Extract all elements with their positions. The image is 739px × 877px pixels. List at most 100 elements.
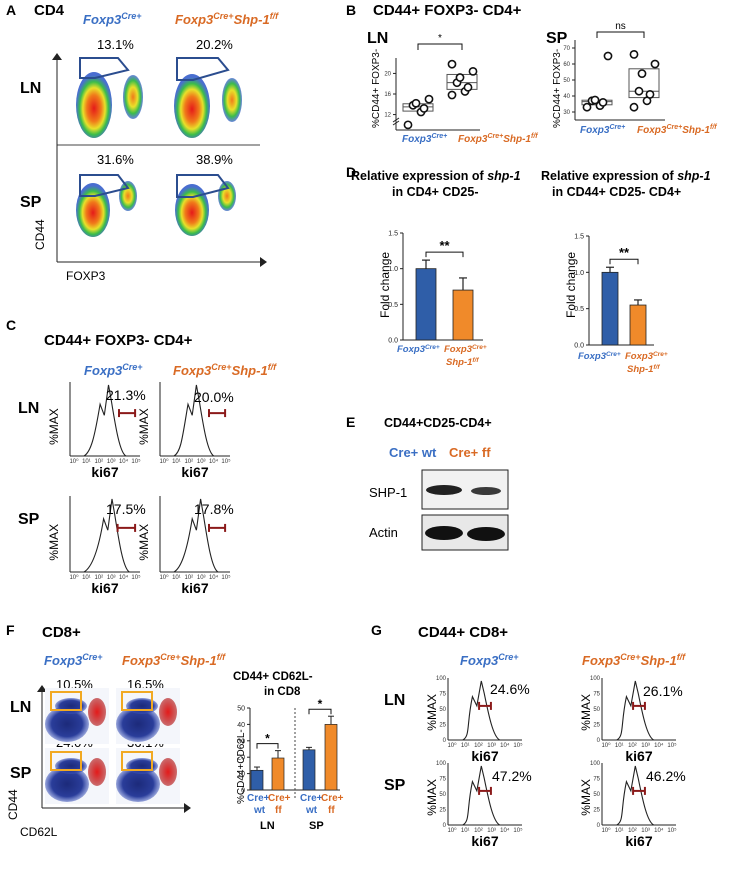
x-label-cre: Cre+ [321,793,344,804]
x-tick-label: 10⁰ [159,574,169,581]
superscript: Cre+ [666,124,682,131]
y-tick-label: 20 [237,755,245,762]
bar [629,304,647,346]
data-point [468,66,478,76]
x-label-cre: Cre+ [247,793,270,804]
histogram-curve [616,680,655,741]
y-tick-label: 10 [237,771,245,778]
superscript: Cre+ [211,362,232,372]
x-tick-label: 10⁵ [667,827,677,834]
superscript: f/f [710,124,717,131]
x-tick-label: 10³ [107,459,116,465]
gene-name: Shp-1 [627,364,653,375]
y-tick-label: 1.0 [388,266,398,273]
x-axis-label: ki67 [471,748,498,764]
percent-label: 24.6% [490,681,530,697]
x-tick-label: 10⁰ [447,742,457,749]
pct-ln-ctrl: 13.1% [97,37,134,52]
density-blob [45,766,89,802]
band [471,487,501,495]
chart-title-left-line2: in CD4+ CD25- [392,185,478,199]
x-tick-label: 10¹ [82,459,91,465]
panel-letter: D [346,164,356,180]
y-tick-label: 50 [593,707,600,713]
lane-label-wt: Cre+ wt [389,445,437,460]
panel-letter: C [6,317,16,333]
x-tick-label: 10⁵ [221,574,231,581]
y-tick-label: 0 [443,823,447,829]
x-tick-label: 10² [474,828,483,834]
panel-letter: A [6,2,16,18]
significance-label: * [318,697,323,711]
superscript: Cre+ [160,652,181,662]
data-point [455,73,465,82]
y-tick-label: 1.0 [574,270,584,277]
band [426,485,462,495]
superscript: Cre+ [487,133,503,140]
gene-name: Foxp3 [580,125,610,136]
x-tick-label: 10⁴ [654,827,664,834]
y-tick-label: 0.5 [574,306,584,313]
percent-label: 17.5% [106,501,146,517]
y-tick-label: 1.5 [388,231,398,238]
significance-bracket [308,708,332,715]
row-label-ln: LN [10,699,31,716]
y-tick-label: 75 [439,777,446,783]
y-tick-label: 30 [237,738,245,745]
superscript: Cre+ [82,652,103,662]
chart-title-right-line2: in CD44+ CD25- CD4+ [552,185,681,199]
y-tick-label: 20 [384,71,391,77]
data-point [411,98,421,108]
x-tick-label: 10¹ [172,575,181,581]
gene-name: Shp-1 [181,653,217,668]
significance-label: ns [615,21,626,32]
superscript: f/f [268,362,277,372]
data-point [603,51,613,61]
bar [302,749,316,791]
x-tick-label: 10⁵ [131,574,141,581]
x-tick-label: 10¹ [172,459,181,465]
histogram-curve [462,765,501,826]
panel-letter: E [346,414,355,430]
x-tick-label: 10³ [487,743,496,749]
category-label-ko-right: Foxp3Cre+ [625,351,668,362]
y-tick-label: 0 [443,738,447,744]
flow-plot-ln-ko [174,57,242,138]
superscript: f/f [217,652,226,662]
x-label-wt: wt [305,805,318,816]
data-point [637,69,647,78]
data-point [447,59,457,69]
superscript: Cre+ [472,344,487,351]
x-tick-label: 10⁴ [500,827,510,834]
y-tick-label: 0.0 [574,343,584,350]
density-blob [222,78,242,122]
gene-name: Foxp3 [625,351,654,362]
superscript: Cre+ [431,133,447,140]
bar-chart: 0 10 20 30 40 50 * * [237,697,340,800]
data-point [463,82,473,92]
significance-label: * [438,33,442,44]
y-tick-label: 100 [436,761,447,767]
panel-title: CD4 [34,2,65,19]
x-tick-label: 10⁴ [654,742,664,749]
density-blob [88,698,106,726]
flow-plot-sp-ko [175,174,236,236]
pct-sp-ko: 38.9% [196,152,233,167]
y-tick-label: 100 [436,676,447,682]
panel-g: G CD44+ CD8+ Foxp3Cre+ Foxp3Cre+Shp-1f/f… [371,622,686,849]
axis-break [392,120,400,126]
data-point [629,50,639,59]
panel-d: D Relative expression of shp-1 in CD4+ C… [346,164,711,375]
x-tick-label: 10¹ [615,828,624,834]
x-tick-label: 10³ [641,828,650,834]
percent-label: 47.2% [492,768,532,784]
band-label-actin: Actin [369,525,398,540]
gene-name: Foxp3 [578,351,607,362]
y-tick-label: 40 [563,94,570,100]
data-point [403,120,413,130]
significance-label: ** [619,245,630,260]
x-tick-label: 10⁴ [500,742,510,749]
significance-bracket [425,251,464,258]
